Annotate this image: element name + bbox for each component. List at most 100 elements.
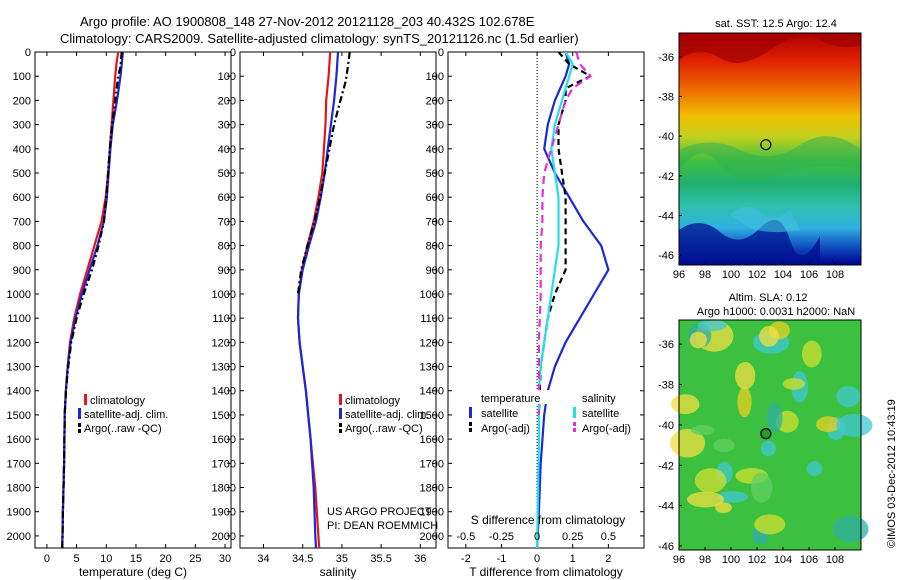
map-x-tick-label: 100 — [722, 269, 740, 281]
series-line — [536, 52, 610, 548]
sla-blob — [754, 514, 786, 535]
difference-xlabel: T difference from climatology — [469, 565, 623, 579]
depth-tick-label: 300 — [218, 120, 236, 132]
salinity-x-ticks: 34 34.5 35 35.5 36 — [257, 52, 426, 565]
map-x-tick-label: 104 — [774, 554, 792, 566]
depth-tick-label: 1600 — [7, 434, 31, 446]
x-tick-label: 36 — [414, 553, 426, 565]
depth-tick-label: 1400 — [420, 386, 444, 398]
top-tick-label: 0.5 — [601, 531, 616, 543]
project-annotation-line1: US ARGO PROJECT — [327, 506, 432, 518]
series-line — [536, 52, 574, 548]
depth-tick-label: 1900 — [420, 507, 444, 519]
legend-label-argo: Argo(..raw -QC) — [345, 423, 423, 435]
depth-tick-label: 400 — [426, 144, 444, 156]
depth-tick-label: 1400 — [7, 386, 31, 398]
map-x-tick-label: 106 — [800, 269, 818, 281]
depth-tick-label: 1700 — [212, 458, 236, 470]
map-x-tick-label: 102 — [748, 554, 766, 566]
depth-tick-label: 700 — [13, 216, 31, 228]
depth-tick-label: 1300 — [7, 362, 31, 374]
x-tick-label: 35 — [336, 553, 348, 565]
sla-blob — [713, 438, 735, 453]
sst-warm-patch — [679, 33, 861, 63]
legend-label-s-argo: Argo(-adj) — [582, 423, 631, 435]
imos-timestamp: ©IMOS 03-Dec-2012 10:43:19 — [886, 399, 898, 548]
depth-tick-label: 700 — [426, 216, 444, 228]
sla-blob — [802, 340, 822, 368]
x-tick-label: 0 — [534, 553, 540, 565]
x-tick-label: 34 — [257, 553, 269, 565]
sla-map-title-line2: Argo h1000: 0.0031 h2000: NaN — [697, 306, 855, 318]
depth-tick-label: 1000 — [420, 289, 444, 301]
map-x-tick-label: 100 — [722, 554, 740, 566]
sla-blob — [689, 331, 707, 349]
depth-tick-label: 0 — [438, 47, 444, 59]
depth-tick-label: 500 — [426, 168, 444, 180]
depth-tick-label: 500 — [13, 168, 31, 180]
temperature-x-ticks: 0 5 10 15 20 25 30 — [44, 52, 231, 565]
legend-swatch-s-satellite — [573, 407, 576, 418]
sla-blob — [671, 394, 700, 415]
x-tick-label: -1 — [497, 553, 507, 565]
legend-swatch-satellite — [339, 408, 342, 419]
depth-tick-label: 200 — [13, 95, 31, 107]
depth-tick-label: 1300 — [212, 362, 236, 374]
map-x-tick-label: 98 — [699, 269, 711, 281]
map-y-tick-label: -44 — [658, 210, 674, 222]
legend-label-t-satellite: satellite — [481, 408, 518, 420]
map-x-tick-label: 108 — [826, 554, 844, 566]
top-tick-label: 0.25 — [562, 531, 583, 543]
sla-blob — [816, 416, 841, 433]
legend-label-argo: Argo(..raw -QC) — [84, 423, 162, 435]
depth-tick-label: 800 — [426, 241, 444, 253]
depth-tick-label: 300 — [426, 120, 444, 132]
legend-label-t-argo: Argo(-adj) — [481, 423, 530, 435]
map-y-tick-label: -42 — [658, 171, 674, 183]
temperature-axes-box — [34, 51, 232, 549]
difference-x-ticks: -2 -1 0 1 2 — [461, 52, 611, 565]
map-y-tick-label: -38 — [658, 380, 674, 392]
sla-blob — [694, 468, 727, 493]
legend-swatch-argo-a — [339, 423, 342, 427]
x-tick-label: 30 — [219, 553, 231, 565]
series-line — [296, 52, 351, 295]
legend-swatch-climatology — [339, 394, 342, 405]
difference-lines — [536, 52, 610, 548]
map-x-tick-label: 96 — [673, 554, 685, 566]
top-tick-label: -0.25 — [489, 531, 514, 543]
argo-location-marker — [760, 428, 772, 440]
sla-map-title-line1: Altim. SLA: 0.12 — [729, 292, 808, 304]
x-tick-label: 1 — [570, 553, 576, 565]
temperature-depth-ticks: 0 100 200 300 400 500 600 700 800 900 1000 1100 1200… — [7, 47, 231, 543]
map-x-tick-label: 104 — [774, 269, 792, 281]
x-tick-label: 2 — [605, 553, 611, 565]
x-tick-label: 35.5 — [370, 553, 391, 565]
depth-tick-label: 400 — [218, 144, 236, 156]
depth-tick-label: 1800 — [420, 483, 444, 495]
depth-tick-label: 900 — [426, 265, 444, 277]
legend-swatch-s-argo-b — [573, 428, 576, 432]
legend-swatch-t-satellite — [469, 407, 472, 418]
map-x-tick-label: 98 — [699, 554, 711, 566]
sla-blob — [836, 386, 861, 407]
depth-tick-label: 1100 — [212, 313, 236, 325]
difference-axes-box — [447, 51, 645, 549]
salinity-lines — [296, 52, 351, 548]
sla-blob — [691, 425, 715, 436]
temperature-legend: climatology satellite-adj. clim. Argo(..… — [78, 394, 168, 435]
depth-tick-label: 1200 — [420, 337, 444, 349]
sla-map-y-ticks: -36 -38 -40 -42 -44 -46 — [658, 339, 682, 553]
map-y-tick-label: -44 — [658, 501, 674, 513]
difference-legend: temperature satellite Argo(-adj) salinit… — [469, 390, 631, 435]
x-tick-label: -2 — [461, 553, 471, 565]
depth-tick-label: 2000 — [7, 531, 31, 543]
depth-tick-label: 800 — [13, 241, 31, 253]
depth-tick-label: 600 — [13, 192, 31, 204]
legend-label-climatology: climatology — [345, 395, 401, 407]
depth-tick-label: 1200 — [7, 337, 31, 349]
depth-tick-label: 1100 — [7, 313, 31, 325]
temperature-panel: 0100200300400500600700800900100011001200… — [7, 47, 232, 579]
depth-tick-label: 100 — [426, 71, 444, 83]
